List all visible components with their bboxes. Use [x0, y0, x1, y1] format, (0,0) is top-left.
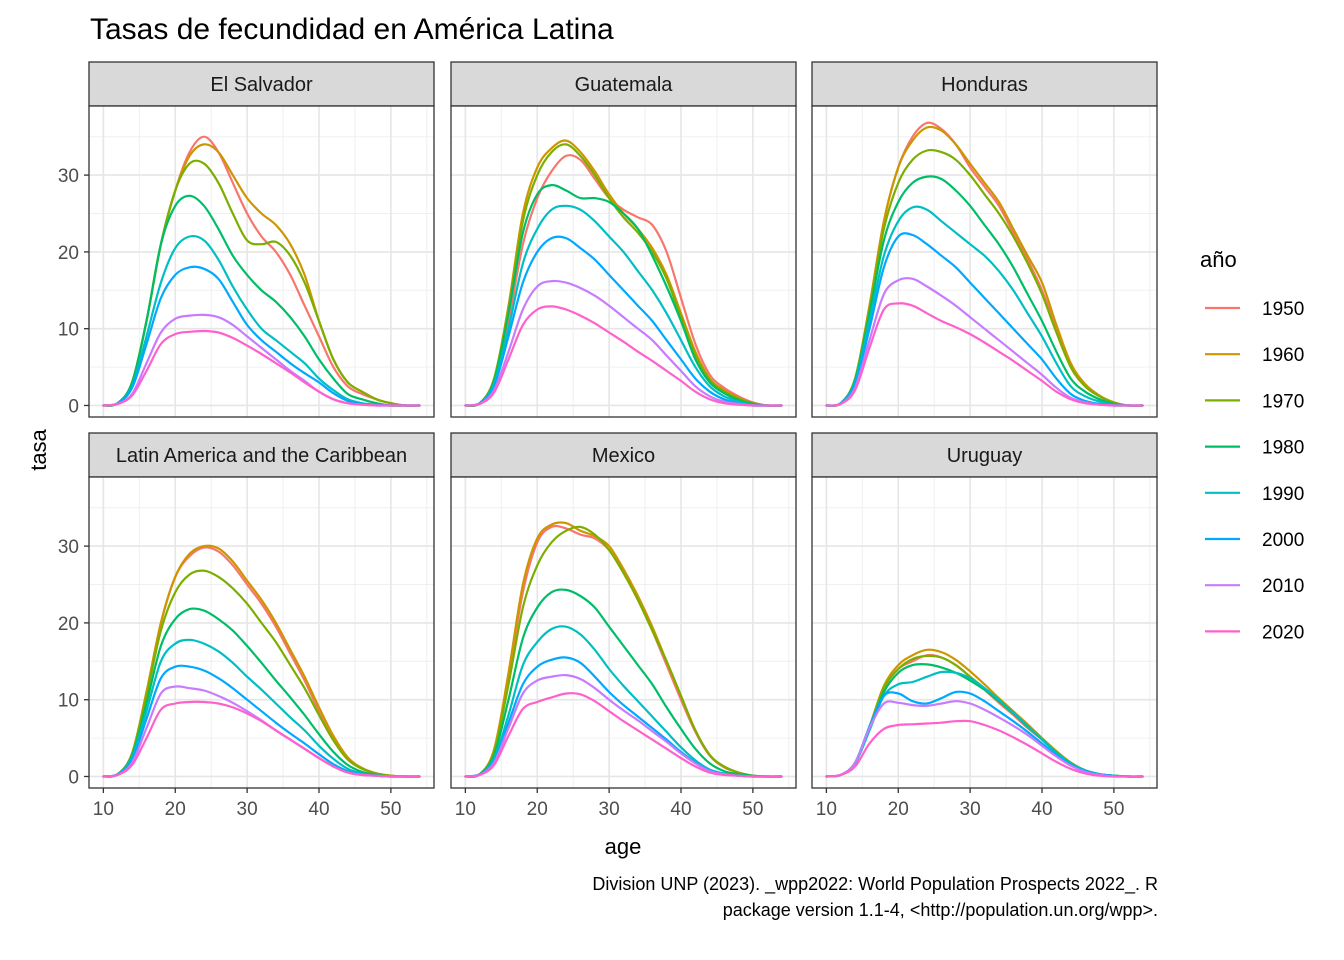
x-tick-label: 40: [670, 799, 691, 820]
caption-line-1: Division UNP (2023). _wpp2022: World Pop…: [592, 874, 1158, 895]
series-line-1980: [464, 588, 783, 778]
series-line-2000: [825, 232, 1144, 407]
series-line-1970: [464, 143, 783, 407]
x-tick-label: 20: [165, 799, 186, 820]
panel-border: [88, 476, 435, 789]
y-tick-label: 20: [58, 243, 79, 264]
panel-border: [450, 476, 797, 789]
x-tick-label: 50: [380, 799, 401, 820]
legend-item-1970: 1970: [1205, 391, 1304, 412]
x-tick-label: 30: [960, 799, 981, 820]
legend-label: 1970: [1262, 391, 1304, 412]
series-line-2020: [464, 305, 783, 407]
panel-border: [450, 105, 797, 418]
caption-line-2: package version 1.1-4, <http://populatio…: [723, 900, 1158, 920]
x-tick-label: 40: [308, 799, 329, 820]
y-tick-label: 30: [58, 166, 79, 187]
series-line-2010: [825, 700, 1144, 778]
y-tick-label: 0: [68, 767, 79, 788]
panel-background: [89, 106, 434, 417]
legend-label: 2000: [1262, 530, 1304, 551]
facet-strip: [811, 432, 1158, 478]
y-axis-title: tasa: [26, 428, 51, 470]
facet-label: Latin America and the Caribbean: [116, 445, 407, 467]
facet-label: El Salvador: [210, 74, 313, 96]
legend-item-2000: 2000: [1205, 530, 1304, 551]
series-line-1980: [102, 194, 421, 407]
panel-border: [88, 105, 435, 418]
series-line-1970: [825, 148, 1144, 407]
series-line-2020: [825, 302, 1144, 407]
y-tick-label: 10: [58, 691, 79, 712]
series-line-1950: [464, 154, 783, 407]
panel-mexico: Mexico 10 20 30 40 50: [450, 432, 797, 820]
panel-border: [811, 105, 1158, 418]
series-line-2020: [825, 719, 1144, 778]
series-line-1990: [825, 205, 1144, 407]
legend-item-1990: 1990: [1205, 484, 1304, 505]
legend-label: 1960: [1262, 345, 1304, 366]
facet-label: Guatemala: [575, 74, 674, 96]
x-tick-label: 40: [1031, 799, 1052, 820]
panel-el-salvador: El Salvador 0 10 20 30: [58, 61, 435, 418]
series-line-1980: [102, 607, 421, 778]
x-tick-label: 20: [527, 799, 548, 820]
y-tick-label: 30: [58, 537, 79, 558]
x-tick-label: 10: [455, 799, 476, 820]
panel-background: [812, 477, 1157, 788]
series-line-1970: [464, 525, 783, 778]
x-tick-label: 10: [93, 799, 114, 820]
panel-background: [451, 106, 796, 417]
series-line-2020: [102, 700, 421, 778]
x-tick-label: 20: [888, 799, 909, 820]
facet-label: Mexico: [592, 445, 655, 467]
panel-guatemala: Guatemala: [450, 61, 797, 418]
series-line-1980: [464, 183, 783, 407]
legend-label: 1990: [1262, 484, 1304, 505]
x-tick-label: 50: [1103, 799, 1124, 820]
legend-item-2020: 2020: [1205, 622, 1304, 643]
y-tick-label: 0: [68, 396, 79, 417]
legend-label: 2020: [1262, 622, 1304, 643]
legend-label: 1950: [1262, 299, 1304, 320]
series-line-1990: [464, 204, 783, 407]
legend: año 1950 1960 1970 1980 1990 2000 2010 2020: [1200, 247, 1304, 643]
y-tick-label: 20: [58, 614, 79, 635]
legend-item-2010: 2010: [1205, 576, 1304, 597]
series-line-2020: [464, 692, 783, 778]
facet-label: Uruguay: [947, 445, 1023, 467]
x-axis-title: age: [605, 834, 642, 859]
panel-uruguay: Uruguay 10 20 30 40 50: [811, 432, 1158, 820]
legend-item-1960: 1960: [1205, 345, 1304, 366]
series-line-2020: [102, 329, 421, 407]
facet-label: Honduras: [941, 74, 1028, 96]
series-line-1980: [825, 175, 1144, 407]
x-tick-label: 50: [742, 799, 763, 820]
facet-strip: [450, 432, 797, 478]
legend-title: año: [1200, 247, 1237, 272]
facet-strip: [450, 61, 797, 107]
series-line-2010: [464, 279, 783, 407]
facet-strip: [88, 432, 435, 478]
chart-title: Tasas de fecundidad en América Latina: [90, 13, 614, 46]
legend-item-1950: 1950: [1205, 299, 1304, 320]
x-tick-label: 10: [816, 799, 837, 820]
panel-background: [812, 106, 1157, 417]
legend-item-1980: 1980: [1205, 438, 1304, 459]
panel-honduras: Honduras: [811, 61, 1158, 418]
series-line-2000: [464, 235, 783, 407]
series-line-1970: [102, 569, 421, 778]
y-tick-label: 10: [58, 320, 79, 341]
panel-border: [811, 476, 1158, 789]
legend-label: 2010: [1262, 576, 1304, 597]
panel-latin-america-and-the-caribbean: Latin America and the Caribbean 0 10 20 30 10…: [58, 432, 435, 820]
facet-strip: [88, 61, 435, 107]
x-tick-label: 30: [599, 799, 620, 820]
x-tick-label: 30: [237, 799, 258, 820]
legend-label: 1980: [1262, 438, 1304, 459]
